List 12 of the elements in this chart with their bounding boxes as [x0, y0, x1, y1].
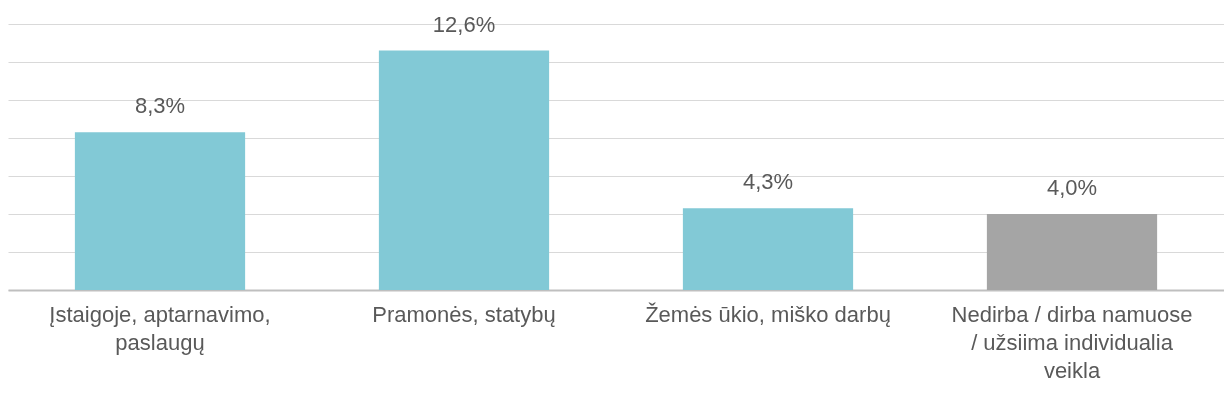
data-label: 12,6%	[432, 11, 496, 37]
data-label: 4,3%	[742, 169, 794, 195]
data-label: 8,3%	[134, 93, 186, 119]
bar	[378, 50, 550, 290]
x-tick-label: Pramonės, statybų	[372, 301, 556, 327]
x-tick-label: Įstaigoje, aptarnavimo, paslaugų	[49, 301, 271, 355]
bar	[682, 208, 854, 290]
bar	[74, 132, 246, 290]
x-tick-label: Nedirba / dirba namuose / užsiima individualia veikla	[951, 301, 1193, 383]
x-tick-label: Žemės ūkio, miško darbų	[645, 301, 891, 327]
bar	[986, 214, 1158, 290]
data-label: 4,0%	[1046, 175, 1098, 200]
